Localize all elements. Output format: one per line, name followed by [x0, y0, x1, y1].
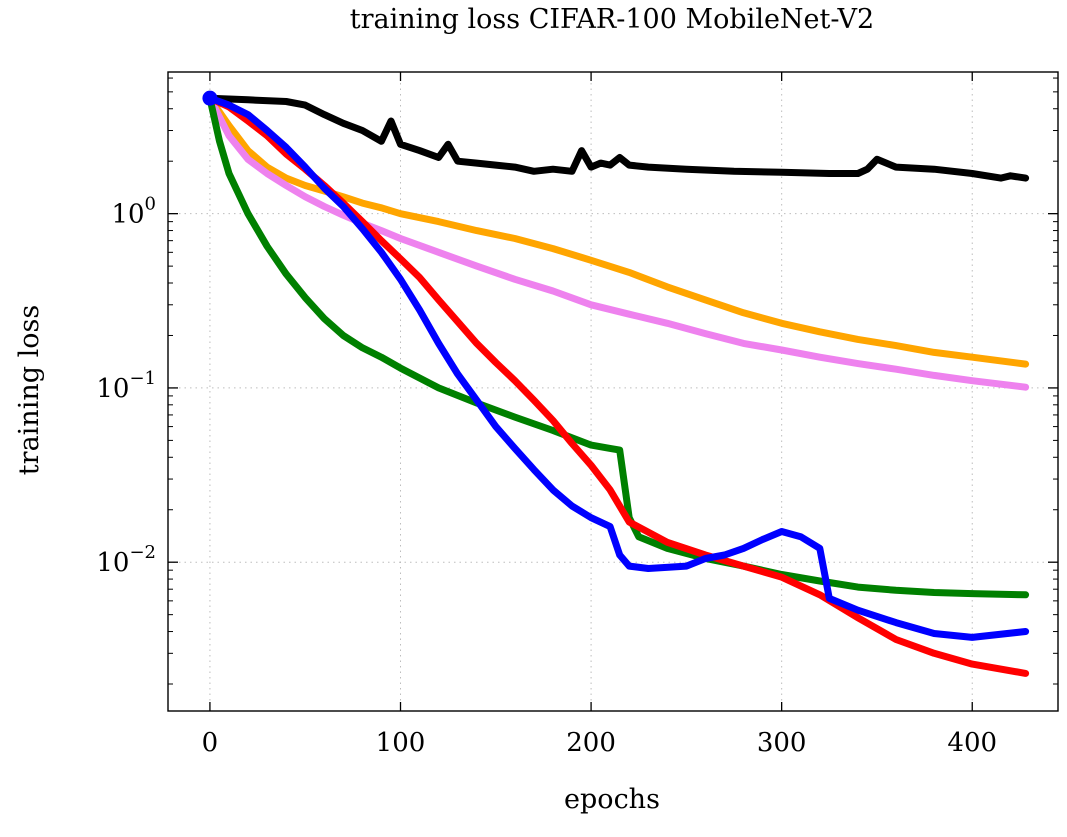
y-tick-exponent: 0 [145, 194, 156, 215]
y-tick-base: 10 [111, 200, 144, 230]
series-line-3 [206, 94, 1030, 391]
series-line-4 [206, 94, 1030, 599]
x-tick-label: 300 [757, 728, 807, 758]
y-tick-label: 100 [111, 194, 156, 230]
series-line-2 [206, 94, 1030, 368]
series-line-1 [206, 94, 1030, 182]
series-layer [202, 90, 1030, 677]
x-tick-label: 0 [202, 728, 219, 758]
y-tick-label: 10−2 [96, 542, 156, 578]
y-tick-exponent: −2 [129, 542, 156, 563]
series-line-5 [206, 94, 1030, 677]
grid-lines [168, 72, 1058, 711]
y-tick-label: 10−1 [96, 368, 156, 404]
y-tick-base: 10 [96, 548, 129, 578]
x-axis-label: epochs [564, 784, 660, 815]
x-tick-label: 400 [947, 728, 997, 758]
y-tick-base: 10 [96, 374, 129, 404]
x-tick-label: 100 [376, 728, 426, 758]
chart-title: training loss CIFAR-100 MobileNet-V2 [350, 4, 874, 35]
plot-frame [167, 71, 1059, 712]
series-line-6 [206, 94, 1030, 641]
y-axis-label: training loss [14, 305, 45, 475]
start-point-marker [202, 90, 218, 106]
x-tick-label: 200 [566, 728, 616, 758]
y-tick-exponent: −1 [129, 368, 156, 389]
